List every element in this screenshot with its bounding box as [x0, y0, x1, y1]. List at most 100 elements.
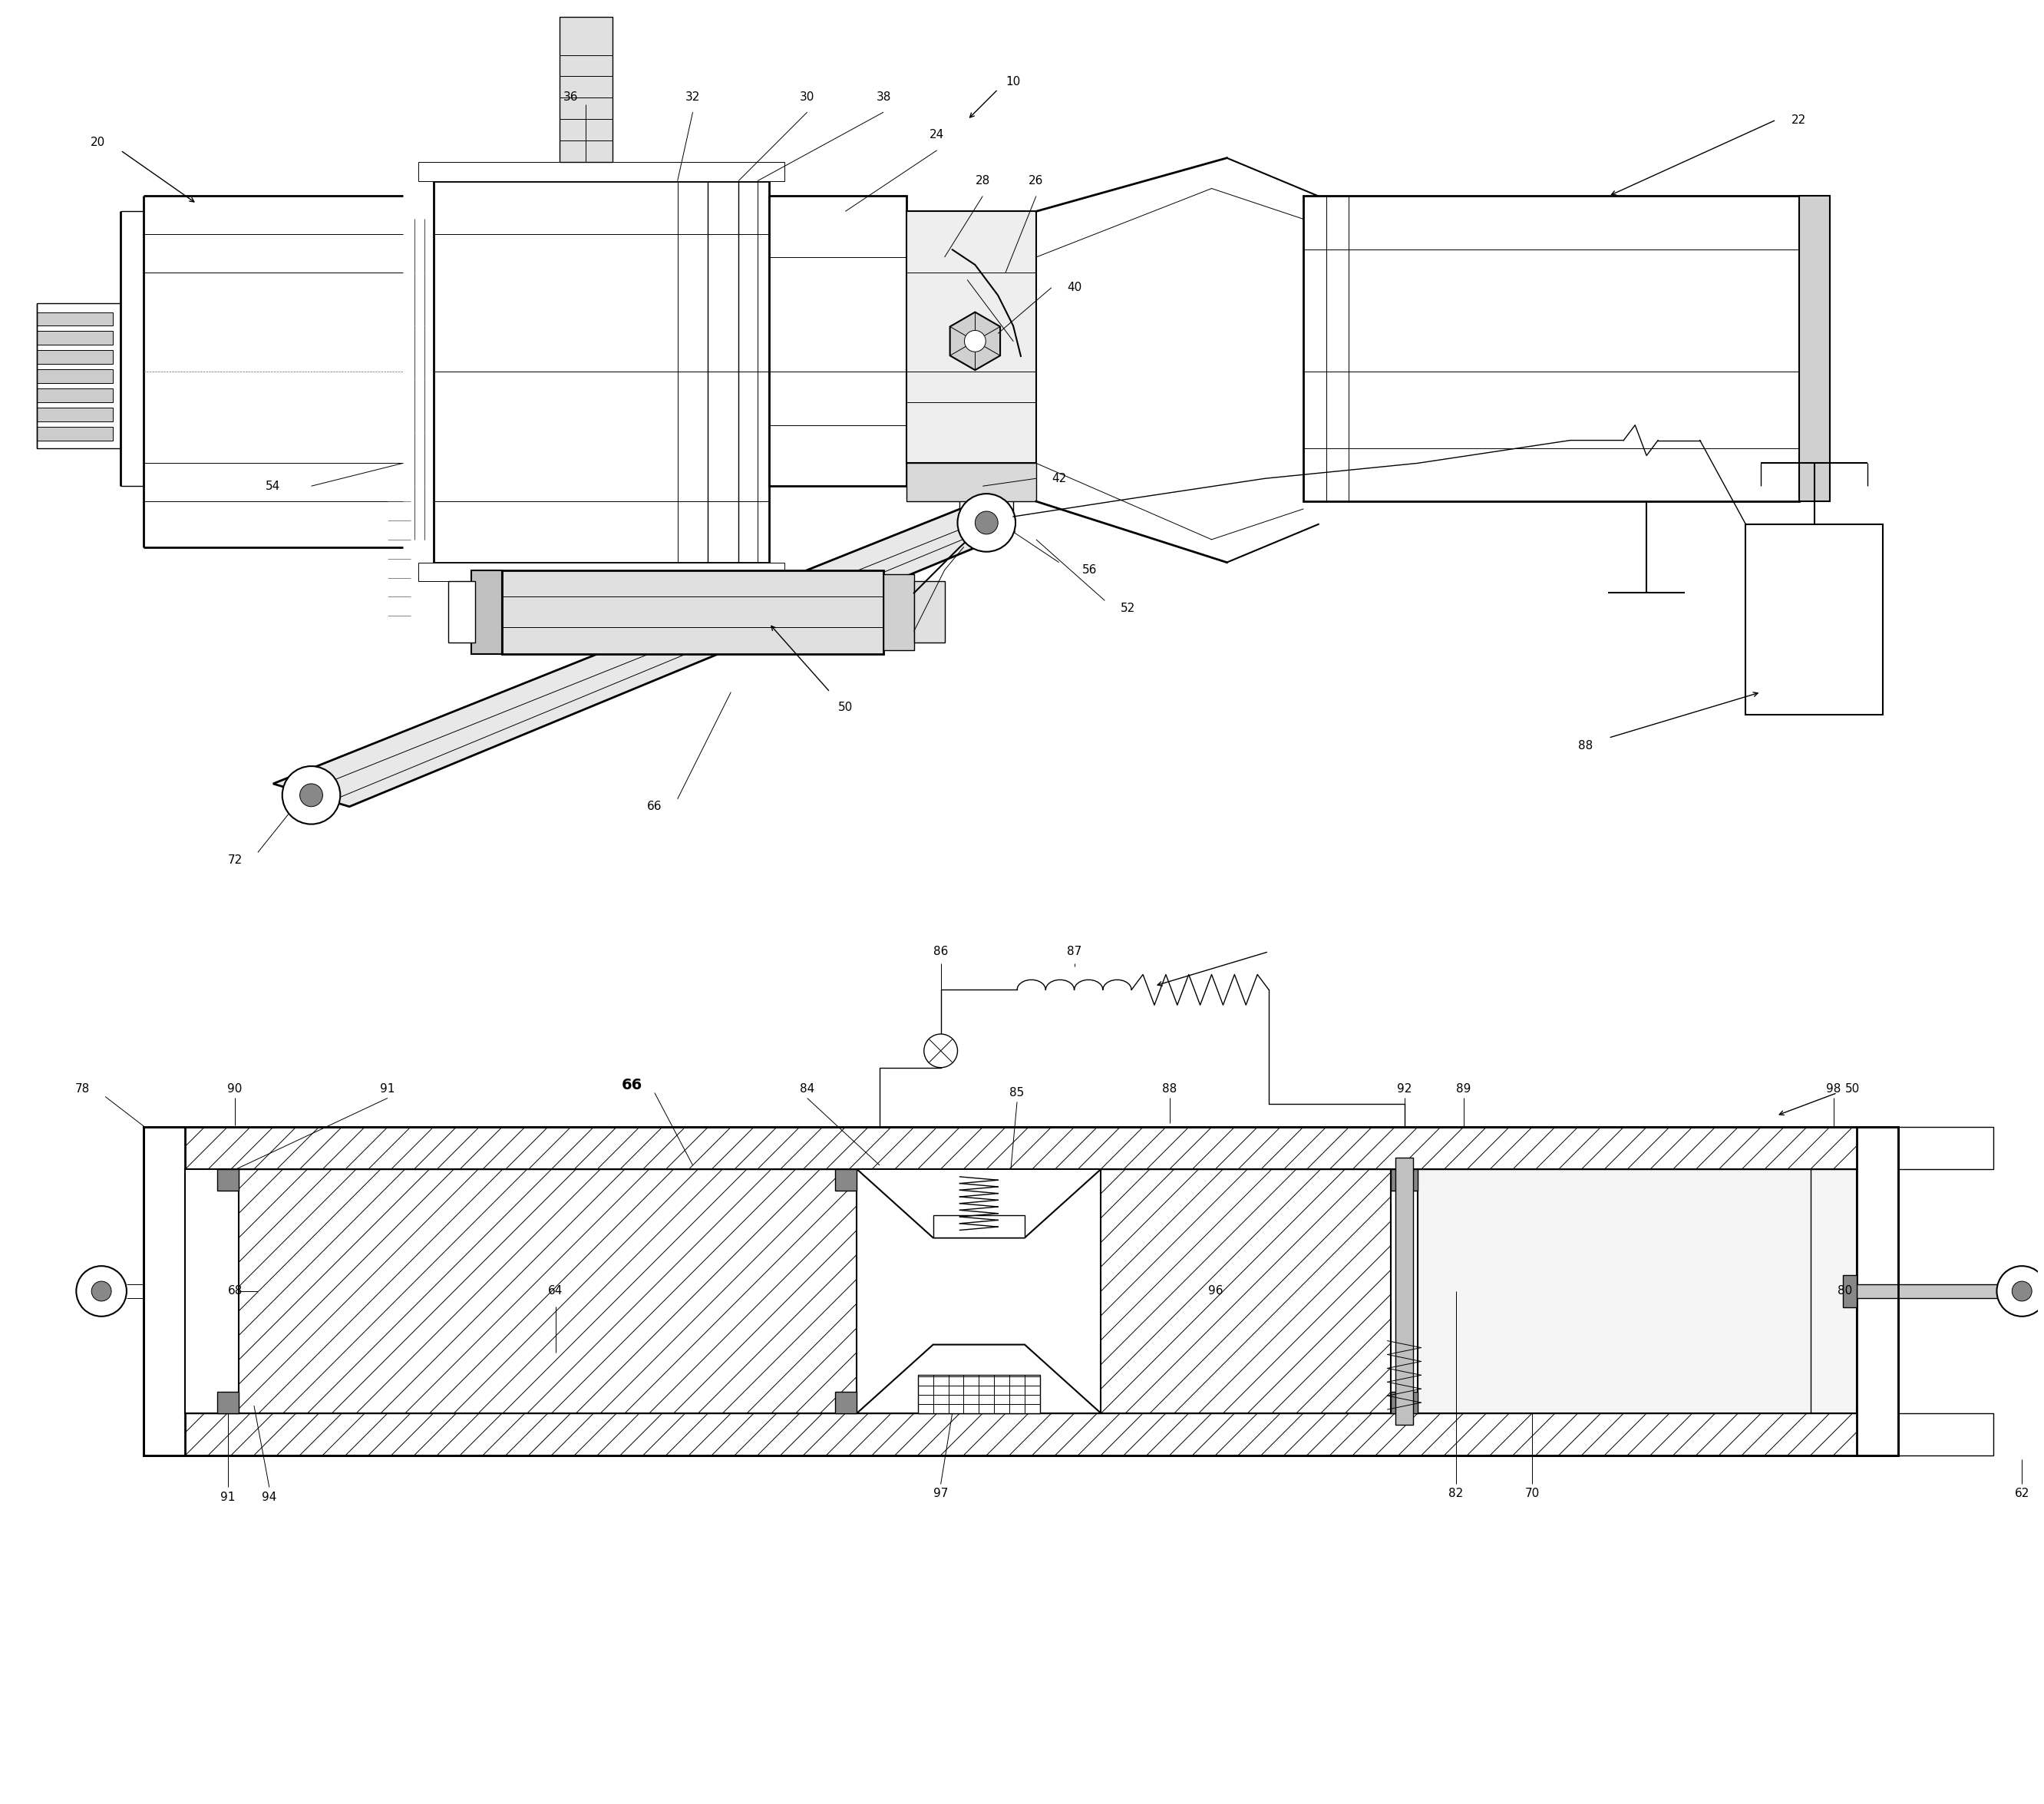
Polygon shape	[503, 570, 883, 655]
Text: 66: 66	[621, 1077, 642, 1093]
Text: 70: 70	[1525, 1488, 1539, 1499]
Text: 28: 28	[975, 175, 989, 186]
Text: 66: 66	[648, 801, 662, 812]
Bar	[186, 1169, 239, 1413]
Text: 50: 50	[838, 702, 852, 713]
Bar	[186, 1169, 856, 1413]
Bar	[419, 162, 785, 180]
Text: 88: 88	[1163, 1082, 1177, 1095]
Bar	[1304, 197, 1799, 502]
Bar	[1396, 1158, 1414, 1425]
Text: 72: 72	[227, 855, 243, 866]
Text: 85: 85	[1010, 1088, 1024, 1099]
Text: 22: 22	[1793, 114, 1807, 126]
Polygon shape	[905, 464, 1036, 502]
Text: 78: 78	[76, 1082, 90, 1095]
Bar	[143, 1128, 1899, 1456]
Bar	[934, 1214, 1024, 1238]
Bar	[419, 563, 785, 581]
Bar	[186, 1128, 1993, 1169]
Bar	[37, 388, 112, 402]
Text: 96: 96	[1208, 1286, 1222, 1297]
Bar	[37, 303, 121, 447]
Bar	[1856, 1284, 2019, 1299]
Bar	[1842, 1275, 1856, 1308]
Circle shape	[924, 1034, 957, 1068]
Text: 64: 64	[548, 1286, 562, 1297]
Bar	[37, 332, 112, 345]
Text: 20: 20	[90, 137, 104, 148]
Text: 86: 86	[934, 945, 948, 958]
Circle shape	[300, 783, 323, 806]
Text: 36: 36	[564, 92, 578, 103]
Circle shape	[2011, 1281, 2032, 1301]
Bar	[1419, 1169, 1856, 1413]
Bar	[37, 350, 112, 364]
Text: 40: 40	[1067, 281, 1081, 294]
Text: 87: 87	[1067, 945, 1081, 958]
Circle shape	[975, 511, 997, 534]
Text: 52: 52	[1120, 603, 1134, 613]
Text: 30: 30	[799, 92, 816, 103]
Bar	[448, 581, 476, 642]
Bar	[433, 180, 769, 563]
Bar	[836, 1169, 856, 1191]
Text: 92: 92	[1396, 1082, 1412, 1095]
Polygon shape	[950, 312, 1000, 370]
Text: 94: 94	[262, 1492, 276, 1503]
Text: 90: 90	[227, 1082, 243, 1095]
Text: 97: 97	[934, 1488, 948, 1499]
Circle shape	[957, 494, 1016, 552]
Text: 42: 42	[1051, 473, 1067, 483]
Text: 54: 54	[266, 480, 280, 492]
Bar	[37, 426, 112, 440]
Text: 26: 26	[1028, 175, 1044, 186]
Bar	[37, 408, 112, 420]
Bar	[37, 312, 112, 327]
Bar	[143, 1128, 186, 1456]
Bar	[1396, 1169, 1419, 1191]
Bar	[1390, 1393, 1412, 1413]
Text: 84: 84	[799, 1082, 816, 1095]
Text: 91: 91	[380, 1082, 394, 1095]
Circle shape	[965, 330, 985, 352]
Bar	[217, 1169, 239, 1191]
Bar	[1746, 525, 1883, 714]
Bar	[883, 574, 914, 649]
Polygon shape	[274, 509, 1014, 806]
Circle shape	[1997, 1266, 2044, 1317]
Text: 56: 56	[1081, 565, 1098, 575]
Text: 89: 89	[1455, 1082, 1472, 1095]
Text: 32: 32	[685, 92, 701, 103]
Circle shape	[92, 1281, 110, 1301]
Circle shape	[282, 767, 339, 824]
Bar	[836, 1393, 856, 1413]
Bar	[1396, 1393, 1419, 1413]
Bar	[37, 370, 112, 382]
Text: 91: 91	[221, 1492, 235, 1503]
Text: 24: 24	[930, 130, 944, 141]
Text: 82: 82	[1449, 1488, 1464, 1499]
Text: 10: 10	[1006, 76, 1020, 87]
Bar	[143, 1128, 1899, 1456]
Bar	[560, 16, 613, 162]
Bar	[217, 1393, 239, 1413]
Bar	[1799, 197, 1829, 502]
Bar	[914, 581, 944, 642]
Bar	[1390, 1169, 1412, 1191]
Bar	[918, 1375, 1040, 1413]
Bar	[1102, 1169, 1390, 1413]
Bar	[186, 1413, 1993, 1456]
Circle shape	[76, 1266, 127, 1317]
Text: 50: 50	[1846, 1082, 1860, 1095]
Bar	[769, 197, 905, 485]
Text: 80: 80	[1838, 1286, 1852, 1297]
Text: 98: 98	[1825, 1082, 1842, 1095]
Bar	[1390, 1169, 1419, 1413]
Text: 62: 62	[2015, 1488, 2030, 1499]
Polygon shape	[856, 1169, 1102, 1238]
Bar	[472, 570, 503, 655]
Polygon shape	[905, 211, 1036, 464]
Polygon shape	[856, 1344, 1102, 1413]
Bar	[1856, 1128, 1899, 1456]
